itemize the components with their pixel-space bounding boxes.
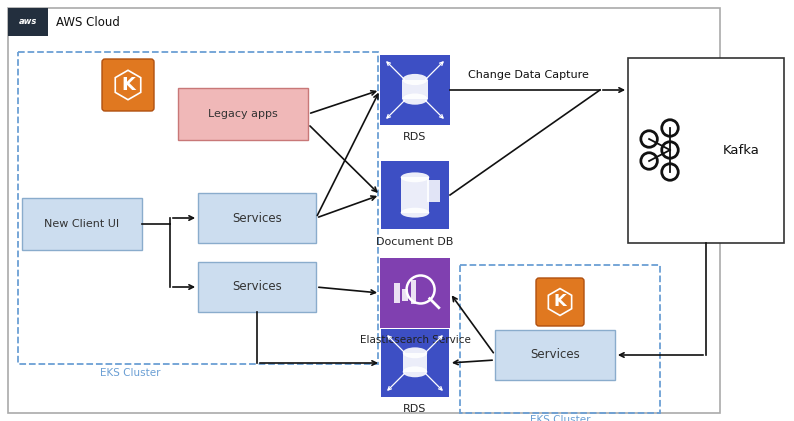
- Text: New Client UI: New Client UI: [44, 219, 120, 229]
- Text: Services: Services: [530, 349, 580, 362]
- Ellipse shape: [403, 93, 428, 105]
- Ellipse shape: [403, 347, 427, 358]
- Bar: [198, 193, 316, 243]
- Ellipse shape: [401, 208, 430, 218]
- Text: EKS Cluster: EKS Cluster: [530, 415, 590, 421]
- Bar: [198, 262, 316, 312]
- Bar: [22, 198, 142, 250]
- Ellipse shape: [401, 172, 430, 182]
- Text: Document DB: Document DB: [376, 237, 453, 247]
- Text: RDS: RDS: [403, 132, 426, 142]
- Text: Services: Services: [232, 211, 282, 224]
- Text: Kafka: Kafka: [723, 144, 760, 157]
- FancyBboxPatch shape: [102, 59, 154, 111]
- Text: aws: aws: [19, 18, 37, 27]
- Bar: [427, 180, 440, 202]
- Ellipse shape: [403, 74, 428, 85]
- Text: RDS: RDS: [403, 404, 426, 414]
- Bar: [628, 58, 784, 243]
- Bar: [394, 283, 399, 303]
- Bar: [380, 258, 450, 328]
- Text: AWS Cloud: AWS Cloud: [56, 16, 120, 29]
- Text: K: K: [121, 76, 135, 94]
- Text: K: K: [553, 295, 566, 309]
- Bar: [403, 80, 428, 99]
- Bar: [18, 52, 378, 364]
- Bar: [381, 161, 449, 229]
- Bar: [403, 289, 408, 301]
- Text: EKS Cluster: EKS Cluster: [100, 368, 160, 378]
- Bar: [403, 353, 427, 372]
- Bar: [410, 280, 416, 304]
- Bar: [460, 265, 660, 413]
- Bar: [178, 88, 308, 140]
- Bar: [8, 8, 720, 413]
- Text: Services: Services: [232, 280, 282, 293]
- FancyBboxPatch shape: [536, 278, 584, 326]
- Text: Legacy apps: Legacy apps: [208, 109, 278, 119]
- Bar: [401, 177, 430, 213]
- Bar: [495, 330, 615, 380]
- Bar: [8, 8, 48, 36]
- Text: Change Data Capture: Change Data Capture: [468, 70, 589, 80]
- Text: Elasticsearch Service: Elasticsearch Service: [360, 335, 470, 345]
- Bar: [380, 55, 450, 125]
- Bar: [381, 329, 449, 397]
- Ellipse shape: [403, 366, 427, 377]
